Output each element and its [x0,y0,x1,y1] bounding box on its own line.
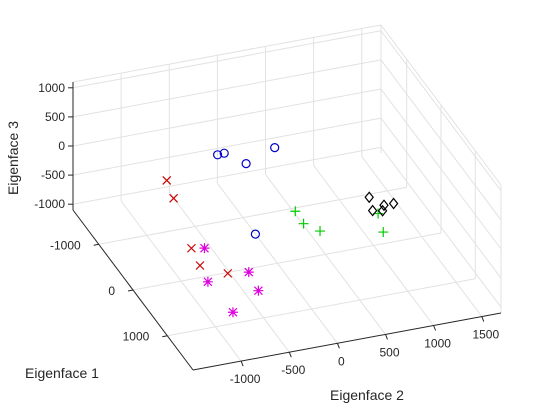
tick-labels: -1000 0 1000 -1000 -500 0 500 1000 1500 -1000 -500… [34,81,499,386]
circle-marker [241,159,251,169]
diamond-marker [367,204,378,217]
diamond-marker [364,191,374,204]
asterisk-marker [227,307,238,318]
asterisk-marker [202,276,213,287]
cross-marker [169,193,179,203]
z-tick-label: -500 [41,168,65,182]
grid-line [265,174,386,335]
y-tick-label: 500 [379,345,399,359]
y-tick-label: 1500 [472,328,499,342]
z-axis-label: Eigenface 3 [5,121,21,195]
grid-line [380,24,502,186]
data-points [162,143,399,318]
plus-marker [298,218,309,229]
plus-marker [290,206,301,217]
z-tick-label: 0 [58,139,65,153]
asterisk-marker [243,267,254,278]
z-tick-label: -1000 [34,197,65,211]
asterisk-marker [253,285,264,296]
grid-line [72,117,382,176]
grid-line [72,59,382,118]
grid-line [380,30,502,192]
grid-lines [72,24,502,362]
diamond-marker [388,197,399,210]
z-tick-label: 500 [45,110,65,124]
circle-marker [270,143,280,153]
cross-marker [195,261,205,270]
y-tick-mark [288,352,292,358]
x-tick-label: -1000 [50,238,81,252]
plus-marker [315,226,326,237]
cross-marker [186,243,196,253]
grid-line [216,183,338,344]
cross-marker [223,268,233,278]
grid-line [313,165,435,326]
x-tick-label: 0 [108,284,115,298]
axis-labels: Eigenface 1 Eigenface 2 Eigenface 3 [5,121,404,403]
grid-line [132,232,442,291]
circle-marker [219,148,229,158]
y-tick-mark [433,325,437,331]
x-tick-mark [162,335,168,338]
y-axis-label: Eigenface 2 [330,387,404,403]
z-tick-label: 1000 [38,81,65,95]
x-tick-label: 1000 [123,330,150,344]
grid-line [380,59,502,221]
y-tick-mark [336,343,340,349]
grid-line [380,146,502,308]
y-tick-label: -1000 [230,372,261,386]
grid-line [72,146,382,205]
asterisk-marker [199,243,210,254]
diamond-marker [379,199,389,212]
y-axis-line [192,312,502,371]
grid-line [361,156,483,317]
grid-line [120,200,242,362]
y-tick-label: 0 [338,354,345,368]
x-tick-mark [127,289,134,292]
y-tick-label: -500 [281,363,305,377]
grid-line [98,186,407,245]
x-axis-label: Eigenface 1 [25,365,99,381]
grid-line [72,88,382,147]
circle-marker [213,150,223,160]
grid-line [380,117,502,279]
grid-line [72,30,382,89]
grid-line [167,278,476,337]
y-tick-label: 1000 [424,337,451,351]
y-tick-mark [385,334,388,340]
circle-marker [250,229,260,239]
plus-marker [378,227,389,238]
x-tick-mark [93,243,99,246]
y-tick-mark [240,360,244,367]
cross-marker [162,175,172,185]
y-tick-mark [481,316,485,322]
grid-line [380,88,502,250]
grid-line [72,24,382,83]
axes [68,82,502,371]
diamond-marker [377,204,388,217]
